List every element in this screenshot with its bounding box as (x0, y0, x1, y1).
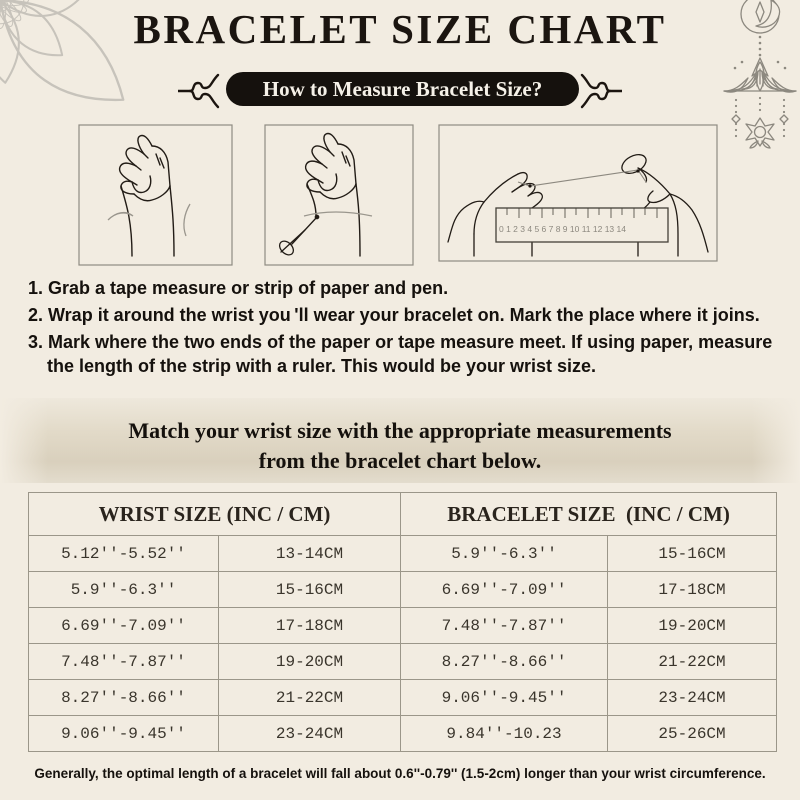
svg-text:0 1 2 3 4 5 6 7 8 9 10 11 12 1: 0 1 2 3 4 5 6 7 8 9 10 11 12 13 14 (499, 224, 626, 234)
